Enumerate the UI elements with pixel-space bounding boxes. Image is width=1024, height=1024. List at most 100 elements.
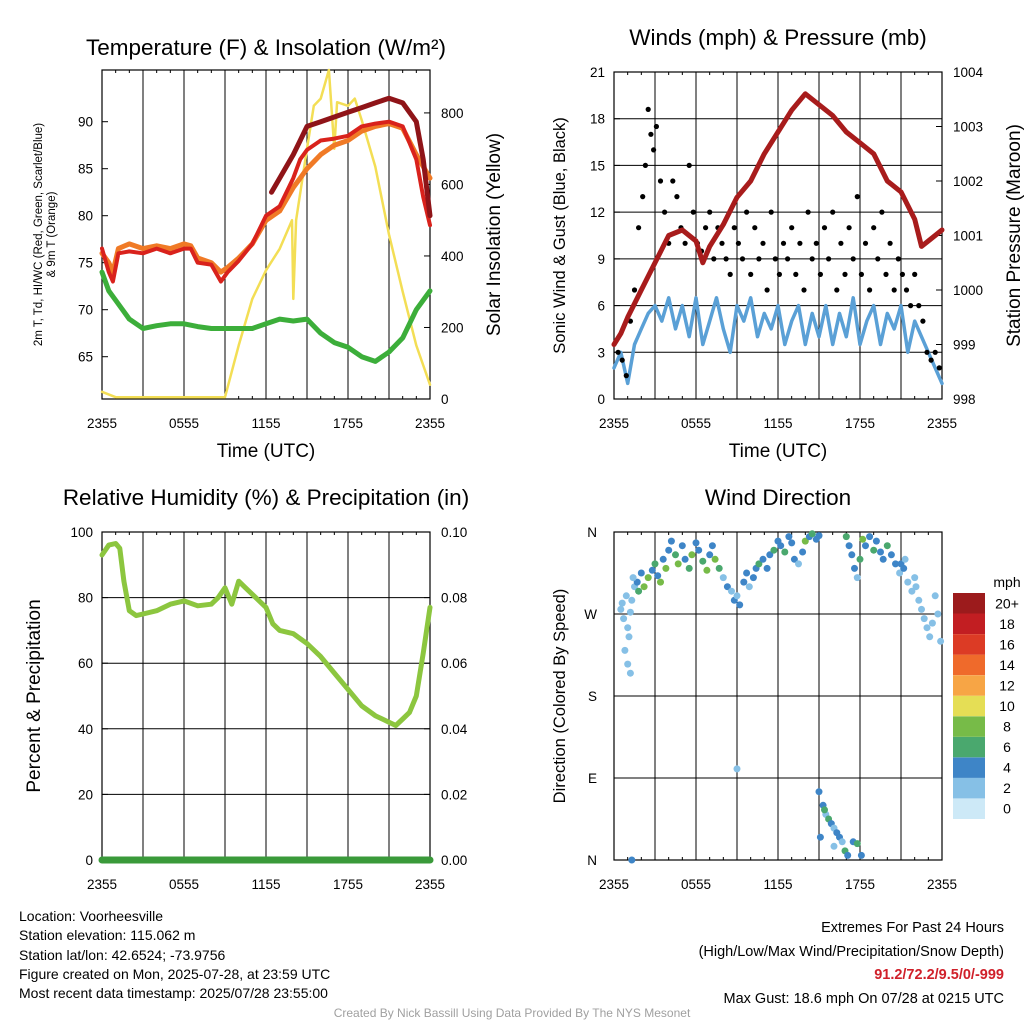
gust-point [670,178,676,184]
y-axis-label: Sonic Wind & Gust (Blue, Black) [551,117,569,354]
direction-point [845,542,853,550]
direction-point [672,551,679,559]
gust-point [657,178,664,184]
x-tick-label: 0555 [681,877,711,892]
x-tick-label: 1755 [333,416,363,431]
direction-point [872,537,880,545]
panel-title: Winds (mph) & Pressure (mb) [629,25,927,50]
gust-point [813,240,819,246]
direction-point [877,548,884,556]
x-tick-label: 0555 [681,416,711,431]
direction-point [853,840,861,848]
direction-point [648,566,656,574]
recent-data-text: Most recent data timestamp: 2025/07/28 2… [19,985,328,1002]
heat-index-line [269,95,433,219]
direction-point [897,560,905,568]
gust-point [789,225,795,231]
gust-point [846,225,852,231]
panel-3: 2355 0555 1155 1755 2355 Relative Humidity (%… [24,485,469,892]
y2-tick-label: 800 [441,106,464,121]
direction-point [667,537,675,545]
credit-text: Created By Nick Bassill Using Data Provi… [333,1006,691,1020]
wind-speed-line [612,296,944,386]
gust-point [916,303,922,309]
panel-2: 2355 0555 1155 1755 2355 Winds (mph) & Pressu… [551,25,1024,462]
y2-tick-label: 0.08 [441,591,467,606]
t2m-line [100,119,432,284]
direction-point [733,592,741,600]
gust-point [772,256,778,262]
direction-point [622,592,630,600]
colorbar-label: 8 [1003,719,1011,735]
y-tick-label: 85 [78,162,93,177]
gust-point [653,123,660,130]
direction-point [706,551,714,559]
direction-point [928,619,936,627]
direction-point [651,560,659,568]
colorbar-label: 2 [1003,780,1011,796]
colorbar-swatch [953,593,985,614]
gust-point [801,287,807,293]
gust-point [854,194,860,200]
direction-point [755,560,763,568]
direction-point [766,551,774,559]
x-tick-label: 1755 [333,877,363,892]
direction-point [934,610,942,618]
gust-point [850,256,856,262]
gust-point [615,349,621,355]
gust-point [711,256,717,262]
rh-line [99,541,433,728]
x-tick-label: 2355 [599,877,629,892]
direction-point [692,539,700,547]
colorbar-swatch [953,695,985,717]
y-tick-label: 75 [78,256,93,271]
gust-point [858,271,865,277]
direction-point [870,546,878,554]
direction-point [685,564,693,572]
gust-point [879,209,885,215]
gust-point [642,162,649,168]
gust-point [707,209,713,215]
direction-point [801,537,809,545]
direction-point [920,615,928,623]
direction-point [628,596,636,604]
location-text: Location: Voorheesville [19,908,163,924]
direction-tick-label: E [588,771,597,786]
gust-point [887,240,893,246]
extremes-subtitle: (High/Low/Max Wind/Precipitation/Snow De… [698,943,1004,960]
direction-point [856,555,864,563]
gust-point [903,287,910,293]
colorbar-swatch [953,634,985,655]
direction-tick-label: W [584,607,597,622]
direction-point [624,660,632,668]
gust-point [834,287,840,293]
gust-point [805,209,811,215]
direction-point [816,833,824,841]
colorbar: mph 0 2 4 6 8 10 12 14 16 18 20+ [953,574,1021,819]
direction-point [785,533,793,541]
y-axis-label-line2: & 9m T (Orange) [46,191,58,277]
direction-point [815,788,823,796]
gust-point [760,240,766,246]
gust-point [908,303,914,309]
direction-point [665,546,673,554]
latlon-text: Station lat/lon: 42.6524; -73.9756 [19,946,226,963]
gust-point [719,240,725,246]
direction-point [620,615,628,623]
direction-point [740,578,748,586]
direction-point [926,633,934,641]
x-tick-label: 1755 [845,877,875,892]
x-tick-label: 2355 [927,416,957,431]
direction-point [736,601,744,609]
direction-point [678,542,686,550]
x-tick-label: 0555 [169,877,199,892]
y-tick-label: 12 [590,205,605,220]
direction-point [821,806,828,814]
gust-point [932,349,938,355]
direction-point [654,572,662,580]
colorbar-title: mph [993,574,1020,590]
gust-point [826,256,832,262]
direction-point [629,574,637,582]
direction-point [745,583,753,591]
elevation-text: Station elevation: 115.062 m [19,927,196,944]
